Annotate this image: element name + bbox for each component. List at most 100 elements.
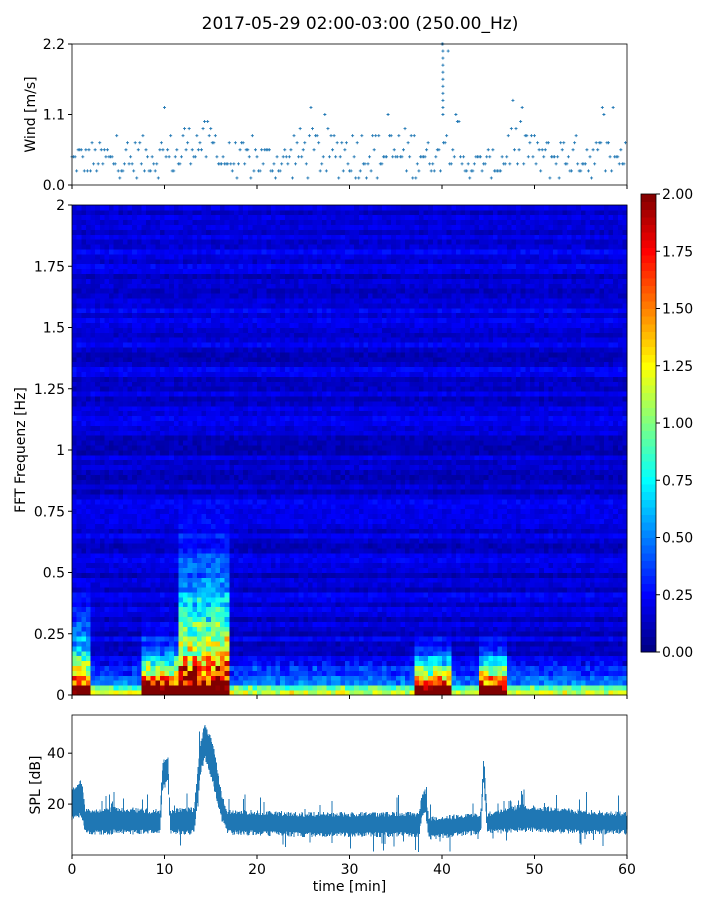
spectrogram-cell <box>229 557 235 564</box>
spectrogram-cell <box>146 685 152 691</box>
spectrogram-cell <box>146 680 152 686</box>
spectrogram-cell <box>257 376 263 382</box>
spectrogram-cell <box>72 597 78 603</box>
wind-point <box>161 148 165 152</box>
spectrogram-cell <box>187 592 193 598</box>
spectrogram-cell <box>146 254 152 260</box>
spectrogram-cell <box>164 209 170 216</box>
spectrogram-cell <box>132 356 138 363</box>
spectrogram-cell <box>233 489 239 495</box>
spectrogram-cell <box>104 690 110 696</box>
spectrogram-cell <box>113 489 119 495</box>
wind-point <box>99 148 103 152</box>
spectrogram-cell <box>155 263 161 270</box>
spectrogram-cell <box>196 396 202 402</box>
spectrogram-cell <box>215 660 221 666</box>
spectrogram-cell <box>243 440 249 446</box>
spectrogram-cell <box>150 459 156 466</box>
spectrogram-cell <box>164 616 170 622</box>
spectrogram-cell <box>132 543 138 549</box>
spectrogram-cell <box>275 254 281 260</box>
spectrogram-cell <box>280 239 286 245</box>
spectrogram-cell <box>132 513 138 519</box>
spectrogram-cell <box>76 685 82 691</box>
spectrogram-cell <box>146 430 152 436</box>
spectrogram-cell <box>76 405 82 412</box>
spectrogram-cell <box>280 543 286 549</box>
wind-point <box>437 148 441 152</box>
spectrogram-cell <box>247 425 253 431</box>
spectrogram-cell <box>247 523 253 529</box>
wind-point <box>610 169 614 173</box>
spectrogram-cell <box>220 307 226 314</box>
spectrogram-cell <box>224 655 230 662</box>
spectrogram-cell <box>113 268 119 274</box>
spectrogram-cell <box>118 479 124 485</box>
spectrogram-cell <box>266 303 272 309</box>
spectrogram-cell <box>122 342 128 348</box>
spectrogram-cell <box>72 244 78 250</box>
spectrogram-cell <box>159 298 165 304</box>
spectrogram-cell <box>243 435 249 441</box>
spectrogram-cell <box>104 244 110 250</box>
spectrogram-cell <box>233 552 239 559</box>
spectrogram-cell <box>261 611 267 617</box>
spectrogram-cell <box>257 332 263 338</box>
spectrogram-cell <box>266 533 272 539</box>
spectrogram-cell <box>233 484 239 490</box>
spectrogram-cell <box>164 234 170 240</box>
spectrogram-cell <box>104 386 110 392</box>
spectrogram-cell <box>164 303 170 309</box>
spectrogram-cell <box>173 347 179 353</box>
spectrogram-cell <box>275 528 281 534</box>
spectrogram-cell <box>229 528 235 534</box>
spectrogram-cell <box>118 626 124 632</box>
spectrogram-cell <box>113 503 119 510</box>
spectrogram-cell <box>275 680 281 686</box>
wind-point <box>116 169 120 173</box>
spectrogram-cell <box>196 670 202 676</box>
spectrogram-cell <box>85 410 91 417</box>
spectrogram-cell <box>266 440 272 446</box>
spectrogram-cell <box>178 420 184 426</box>
spectrogram-cell <box>99 567 105 573</box>
spectrogram-cell <box>113 293 119 299</box>
spectrogram-cell <box>141 606 147 613</box>
spectrogram-cell <box>183 268 189 274</box>
spectrogram-cell <box>118 337 124 343</box>
spectrogram-cell <box>257 675 263 681</box>
spectrogram-cell <box>201 420 207 426</box>
spectrogram-cell <box>201 508 207 515</box>
spectrogram-cell <box>192 675 198 681</box>
spectrogram-cell <box>243 543 249 549</box>
spectrogram-cell <box>127 361 133 368</box>
spectrogram-cell <box>224 229 230 235</box>
wind-point <box>75 169 79 173</box>
spectrogram-cell <box>220 646 226 652</box>
spectrogram-cell <box>220 224 226 230</box>
spectrogram-cell <box>109 440 115 446</box>
spectrogram-cell <box>233 646 239 652</box>
spectrogram-cell <box>159 680 165 686</box>
spectrogram-cell <box>113 484 119 490</box>
spectrogram-cell <box>178 631 184 637</box>
spectrogram-cell <box>85 214 91 221</box>
spectrogram-cell <box>192 249 198 255</box>
spectrogram-cell <box>118 249 124 255</box>
spectrogram-cell <box>159 410 165 417</box>
spectrogram-cell <box>169 489 175 495</box>
spectrogram-cell <box>220 484 226 490</box>
spectrogram-cell <box>164 538 170 544</box>
spectrogram-cell <box>252 548 258 554</box>
spectrogram-cell <box>164 680 170 686</box>
spectrogram-cell <box>192 445 198 451</box>
spectrogram-cell <box>95 219 101 225</box>
spectrogram-cell <box>247 690 253 696</box>
spectrogram-cell <box>275 464 281 470</box>
spectrogram-cell <box>118 513 124 519</box>
spectrogram-cell <box>104 562 110 568</box>
wind-point <box>519 120 523 124</box>
spectrogram-cell <box>132 650 138 657</box>
spectrogram-cell <box>72 303 78 309</box>
spectrogram-cell <box>187 464 193 470</box>
